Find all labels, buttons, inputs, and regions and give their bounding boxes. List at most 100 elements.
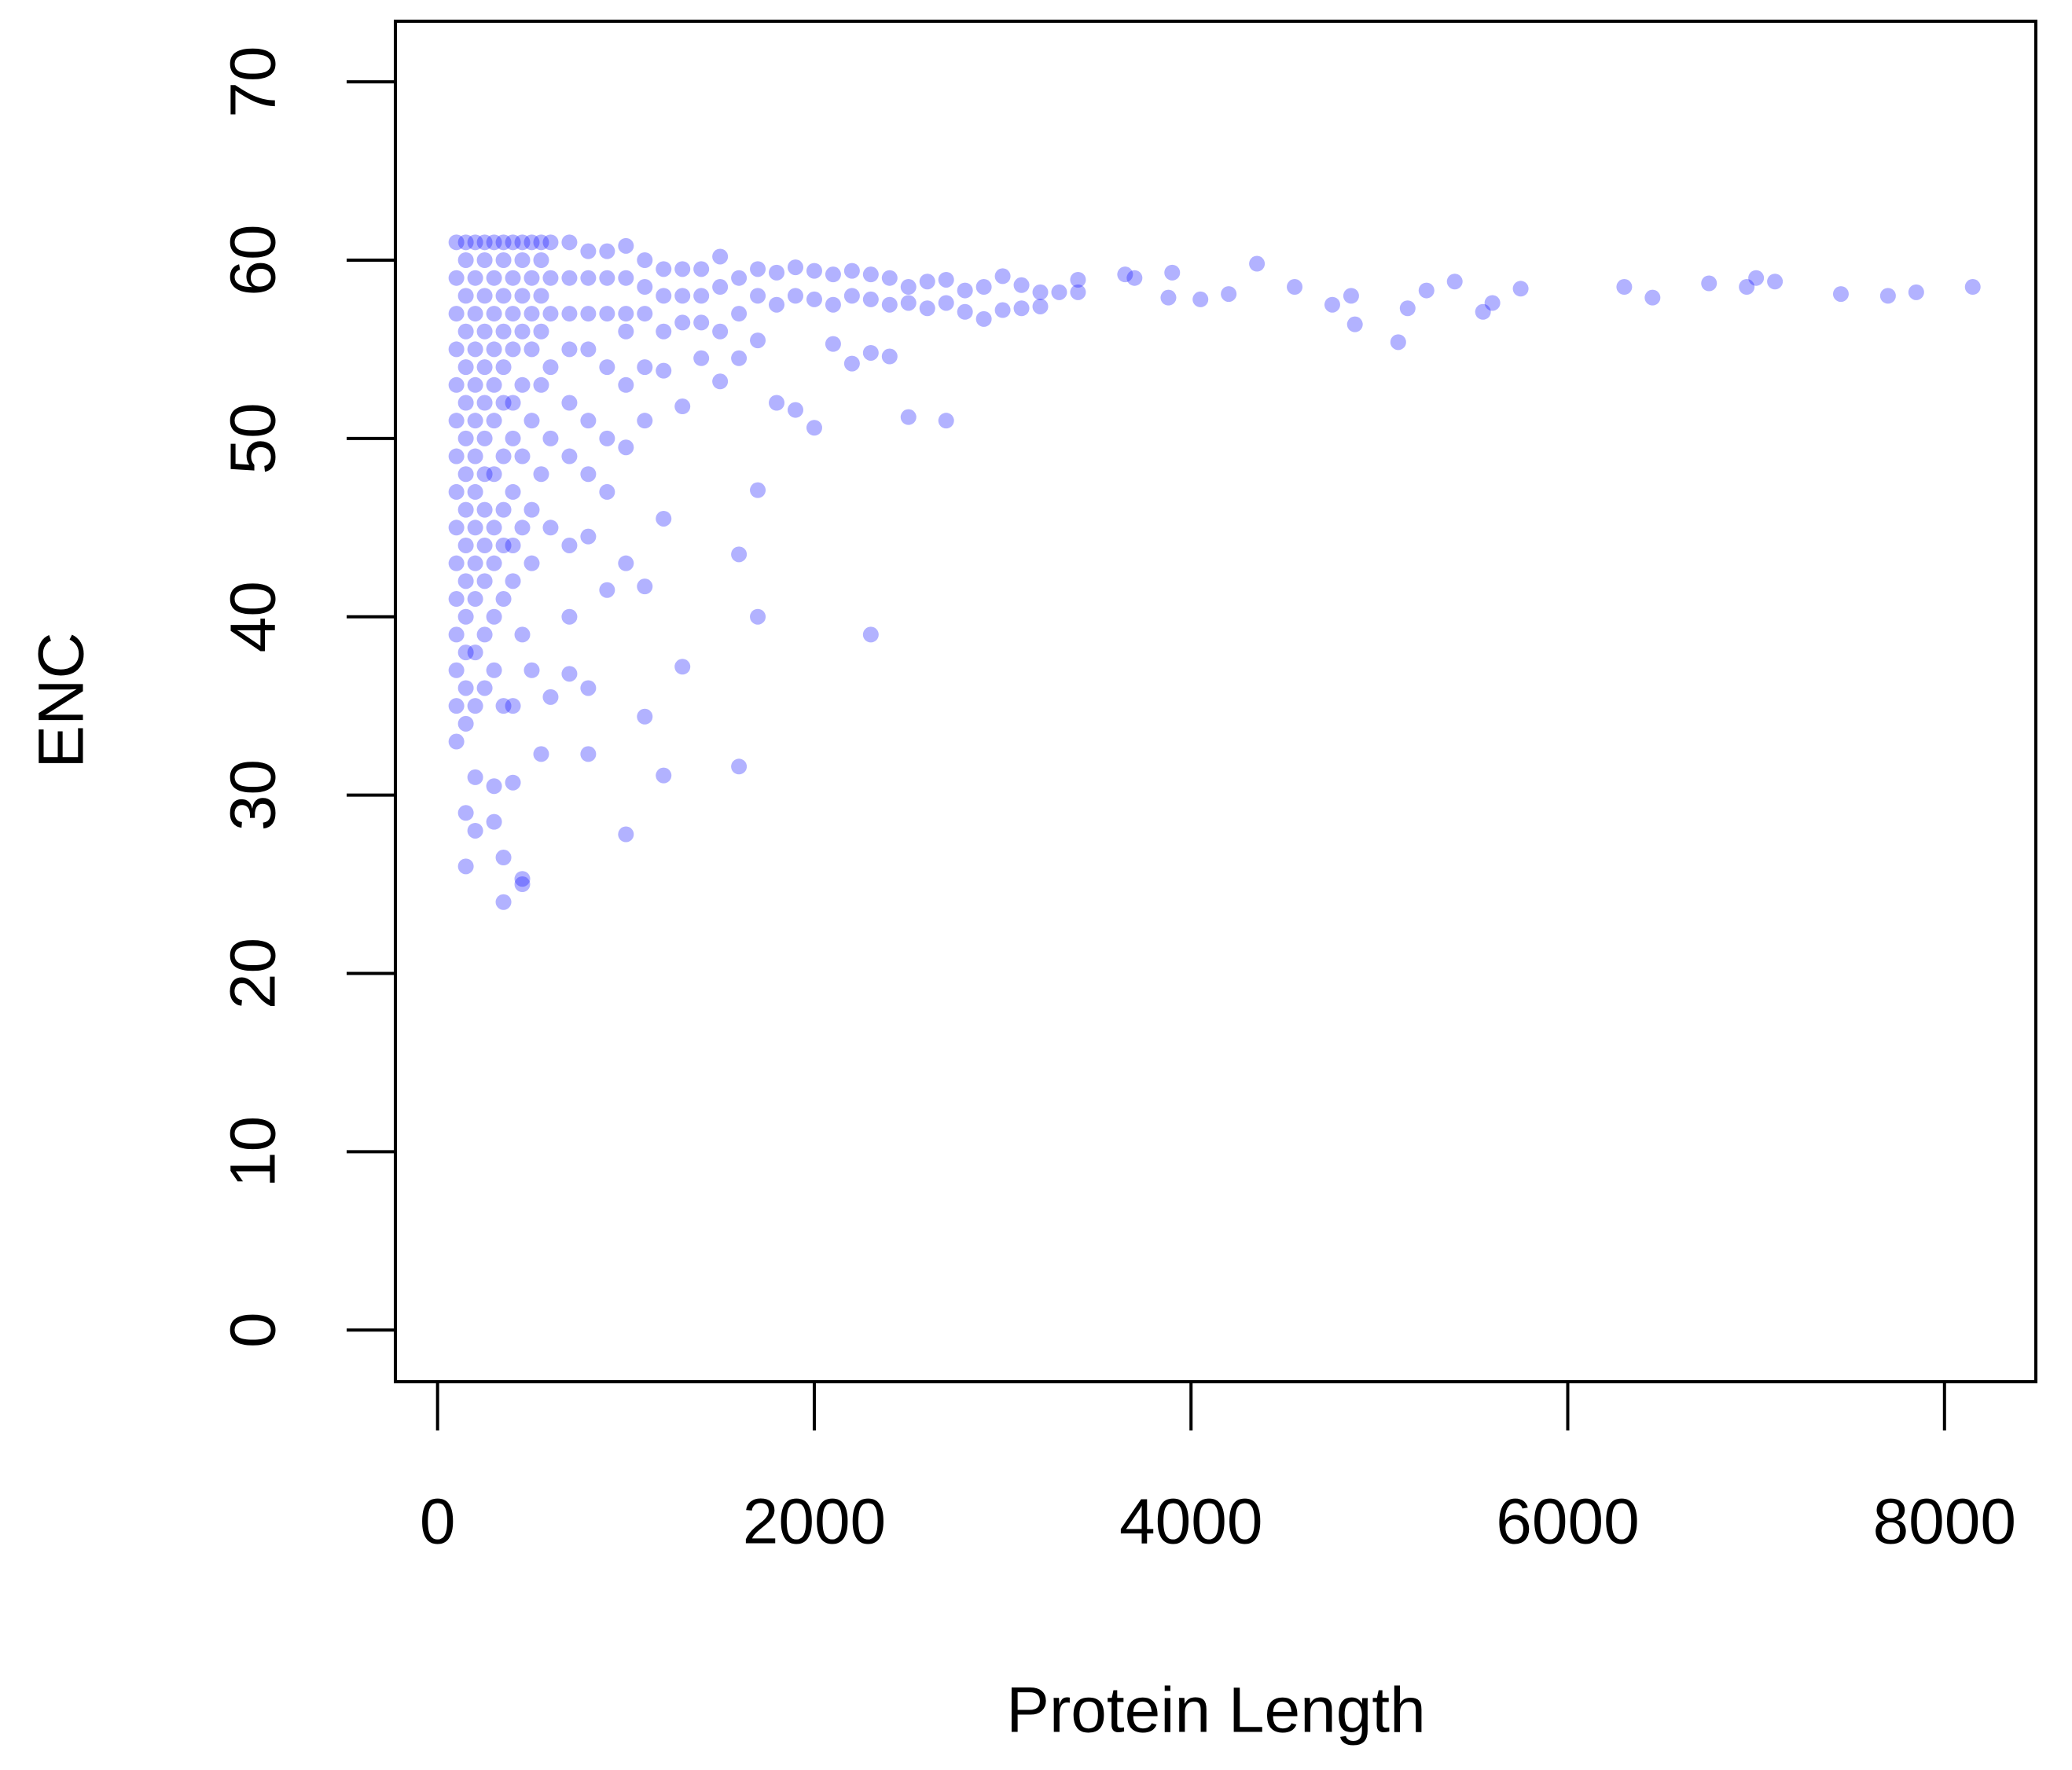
point	[542, 689, 559, 705]
point	[514, 876, 531, 893]
point	[476, 626, 493, 643]
point	[533, 376, 549, 393]
point	[1070, 271, 1086, 288]
point	[486, 608, 502, 625]
point	[825, 266, 841, 283]
point	[693, 288, 710, 304]
point	[467, 822, 483, 839]
point	[457, 359, 474, 376]
point	[505, 537, 521, 553]
point	[618, 306, 634, 322]
point	[1287, 279, 1303, 296]
point	[1964, 279, 1981, 296]
point	[938, 295, 954, 311]
point	[514, 234, 531, 251]
point	[769, 395, 785, 411]
point	[561, 537, 578, 553]
x-tick-label: 0	[420, 1486, 456, 1558]
point	[1739, 279, 1755, 296]
point	[580, 680, 597, 696]
point	[457, 858, 474, 875]
point	[486, 270, 502, 286]
point	[599, 306, 615, 322]
point	[524, 270, 540, 286]
point	[731, 758, 748, 775]
y-tick-label: 30	[218, 759, 289, 831]
point	[457, 501, 474, 518]
point	[448, 341, 465, 358]
point	[514, 626, 531, 643]
point	[825, 336, 841, 352]
point	[580, 746, 597, 762]
x-tick-label: 2000	[743, 1486, 886, 1558]
point	[843, 263, 860, 279]
point	[561, 395, 578, 411]
point	[542, 520, 559, 536]
point	[476, 288, 493, 304]
point	[457, 680, 474, 696]
point	[731, 306, 748, 322]
point	[457, 234, 474, 251]
point	[448, 483, 465, 500]
point	[618, 270, 634, 286]
point	[637, 279, 653, 296]
point	[448, 555, 465, 571]
point	[975, 279, 992, 296]
point	[457, 430, 474, 446]
point	[862, 291, 879, 307]
point	[862, 626, 879, 643]
point	[1512, 281, 1529, 297]
point	[712, 373, 729, 390]
point	[495, 894, 512, 910]
point	[750, 608, 766, 625]
point	[881, 348, 898, 365]
point	[862, 344, 879, 361]
point	[580, 270, 597, 286]
point	[656, 261, 672, 277]
point	[712, 279, 729, 296]
point	[495, 537, 512, 553]
point	[1767, 274, 1784, 290]
point	[994, 302, 1011, 318]
point	[495, 359, 512, 376]
point	[825, 296, 841, 313]
point	[599, 582, 615, 598]
point	[467, 234, 483, 251]
point	[693, 350, 710, 366]
point	[533, 466, 549, 483]
point	[1399, 300, 1416, 317]
point	[514, 448, 531, 465]
point	[769, 264, 785, 281]
point	[467, 769, 483, 785]
point	[750, 261, 766, 277]
point	[561, 306, 578, 322]
point	[1644, 289, 1661, 306]
point	[1013, 277, 1030, 293]
point	[457, 466, 474, 483]
point	[542, 270, 559, 286]
point	[542, 430, 559, 446]
point	[467, 448, 483, 465]
point	[514, 871, 531, 887]
point	[957, 282, 973, 299]
point	[486, 520, 502, 536]
point	[561, 270, 578, 286]
point	[505, 483, 521, 500]
x-tick-label: 4000	[1119, 1486, 1262, 1558]
point	[495, 395, 512, 411]
point	[750, 288, 766, 304]
point	[448, 448, 465, 465]
point	[476, 323, 493, 340]
point	[580, 243, 597, 259]
point	[467, 644, 483, 661]
point	[448, 626, 465, 643]
y-tick-label: 0	[218, 1312, 289, 1348]
point	[486, 376, 502, 393]
point	[533, 252, 549, 269]
point	[533, 234, 549, 251]
point	[637, 578, 653, 595]
point	[514, 520, 531, 536]
point	[514, 323, 531, 340]
point	[1475, 303, 1491, 320]
